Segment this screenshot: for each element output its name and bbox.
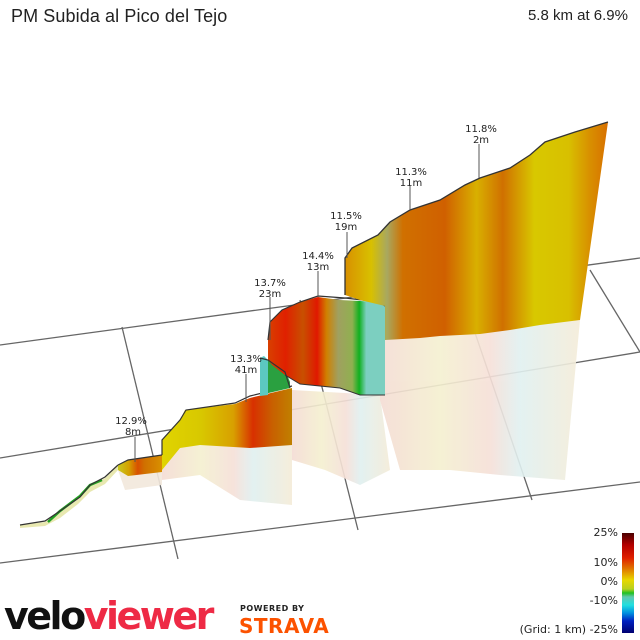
veloviewer-logo[interactable]: veloviewer [4,594,215,638]
annotation-5-gradient: 11.5% [330,211,362,222]
profile-segment-4 [344,121,609,340]
profile-segment-1 [117,454,163,476]
grid-note: (Grid: 1 km) [519,623,587,636]
legend-label-neg10: -10% [589,594,618,607]
legend-min: -25% [589,623,618,636]
climb-summary: 5.8 km at 6.9% [527,7,628,24]
logo-velo: velo [4,594,86,638]
annotation-4-gradient: 14.4% [302,251,334,262]
annotation-2-length: 41m [235,365,257,376]
annotation-6-gradient: 11.3% [395,167,427,178]
annotation-7-length: 2m [473,135,489,146]
profile-segment-2 [161,385,293,470]
legend-label-neg25: (Grid: 1 km) -25% [520,623,618,636]
legend-label-0: 0% [600,575,618,588]
legend-label-25: 25% [593,526,618,539]
profile-start [19,464,119,528]
annotation-1-gradient: 12.9% [115,416,147,427]
annotation-3-length: 23m [259,289,281,300]
profile-segment-3 [259,295,386,396]
annotation-7-gradient: 11.8% [465,124,497,135]
annotation-1-length: 8m [125,427,141,438]
strava-logo[interactable]: STRAVA [239,614,330,638]
powered-by-label: POWERED BY [240,604,305,613]
logo-viewer: viewer [83,594,215,638]
annotation-6-length: 11m [400,178,422,189]
annotation-5-length: 19m [335,222,357,233]
annotation-2-gradient: 13.3% [230,354,262,365]
gradient-colorbar [622,533,634,633]
page-title: PM Subida al Pico del Tejo [11,6,228,26]
annotation-3-gradient: 13.7% [254,278,286,289]
gradient-labels: 12.9% 8m 13.3% 41m 13.7% 23m 14.4% 13m 1… [115,124,497,438]
legend-label-10: 10% [593,556,618,569]
gradient-annotations [134,144,480,462]
annotation-4-length: 13m [307,262,329,273]
